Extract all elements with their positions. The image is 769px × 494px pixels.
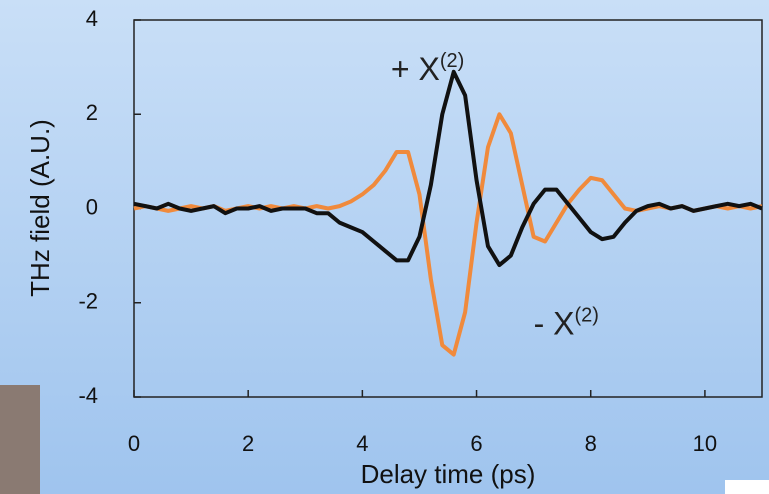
x-tick-label: 2	[242, 431, 254, 456]
x-tick-label: 6	[470, 431, 482, 456]
photo-corner	[725, 480, 769, 494]
x-tick-label: 10	[693, 431, 717, 456]
y-tick-label: 2	[86, 100, 98, 125]
y-tick-label: -4	[78, 383, 98, 408]
y-tick-label: 4	[86, 6, 98, 31]
annotation: - X(2)	[534, 305, 599, 342]
x-axis-label: Delay time (ps)	[361, 459, 536, 489]
x-tick-label: 0	[128, 431, 140, 456]
y-tick-label: -2	[78, 289, 98, 314]
annotation-superscript: (2)	[440, 50, 464, 72]
y-tick-label: 0	[86, 194, 98, 219]
annotation: + X(2)	[391, 50, 464, 87]
photo	[0, 385, 40, 494]
x-tick-label: 8	[585, 431, 597, 456]
annotation-superscript: (2)	[575, 305, 599, 327]
series-line	[133, 69, 763, 268]
x-tick-label: 4	[356, 431, 368, 456]
annotation-text: - X	[534, 306, 575, 342]
annotation-text: + X	[391, 51, 440, 87]
y-axis-label: THz field (A.U.)	[25, 119, 55, 297]
